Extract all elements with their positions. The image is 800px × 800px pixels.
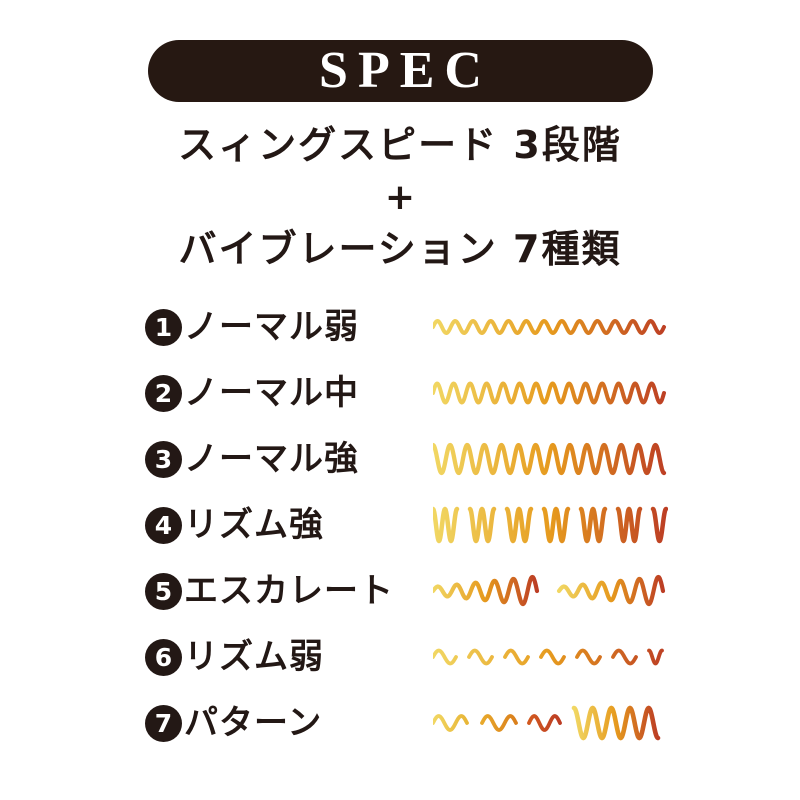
- spec-list: 1 ノーマル弱 2 ノーマル中 3 ノーマル強 4 リズム強 5 エスカレート 6 リズム弱 7 パターン: [145, 294, 668, 756]
- item-label: ノーマル弱: [184, 307, 359, 347]
- spec-row: 4 リズム強: [145, 492, 668, 558]
- item-label: ノーマル中: [184, 373, 359, 413]
- wave-normal-weak-icon: [433, 319, 666, 335]
- item-number-badge: 4: [145, 506, 182, 544]
- item-label: パターン: [184, 703, 323, 743]
- wave-box: [433, 302, 668, 352]
- spec-row: 7 パターン: [145, 690, 668, 756]
- item-number-badge: 1: [145, 308, 182, 346]
- plus-sign: +: [384, 177, 416, 218]
- wave-normal-medium-icon: [433, 381, 666, 405]
- spec-row: 6 リズム弱: [145, 624, 668, 690]
- spec-row: 3 ノーマル強: [145, 426, 668, 492]
- wave-box: [433, 434, 668, 484]
- wave-rhythm-weak-icon: [433, 648, 664, 666]
- item-label: ノーマル強: [184, 439, 359, 479]
- item-number-badge: 6: [145, 638, 182, 676]
- item-label: エスカレート: [184, 571, 394, 611]
- wave-normal-strong-icon: [433, 442, 667, 476]
- item-number-badge: 2: [145, 374, 182, 412]
- subtitle-line-vibration: バイブレーション 7種類: [178, 227, 622, 271]
- wave-box: [433, 698, 668, 748]
- item-number-badge: 7: [145, 704, 182, 742]
- item-label: リズム弱: [184, 637, 324, 677]
- wave-box: [433, 368, 668, 418]
- spec-banner-title: SPEC: [319, 42, 492, 99]
- wave-pattern-mix-icon: [433, 705, 661, 741]
- subtitle-block: スィングスピード 3段階 + バイブレーション 7種類: [0, 126, 800, 268]
- subtitle-line-swing-speed: スィングスピード 3段階: [178, 123, 622, 167]
- wave-box: [433, 632, 668, 682]
- item-label: リズム強: [184, 505, 324, 545]
- spec-row: 5 エスカレート: [145, 558, 668, 624]
- spec-row: 1 ノーマル弱: [145, 294, 668, 360]
- wave-escalate-icon: [433, 574, 666, 607]
- wave-box: [433, 500, 668, 550]
- wave-box: [433, 566, 668, 616]
- spec-row: 2 ノーマル中: [145, 360, 668, 426]
- wave-rhythm-strong-icon: [433, 506, 668, 544]
- item-number-badge: 3: [145, 440, 182, 478]
- item-number-badge: 5: [145, 572, 182, 610]
- spec-banner: SPEC: [148, 40, 653, 102]
